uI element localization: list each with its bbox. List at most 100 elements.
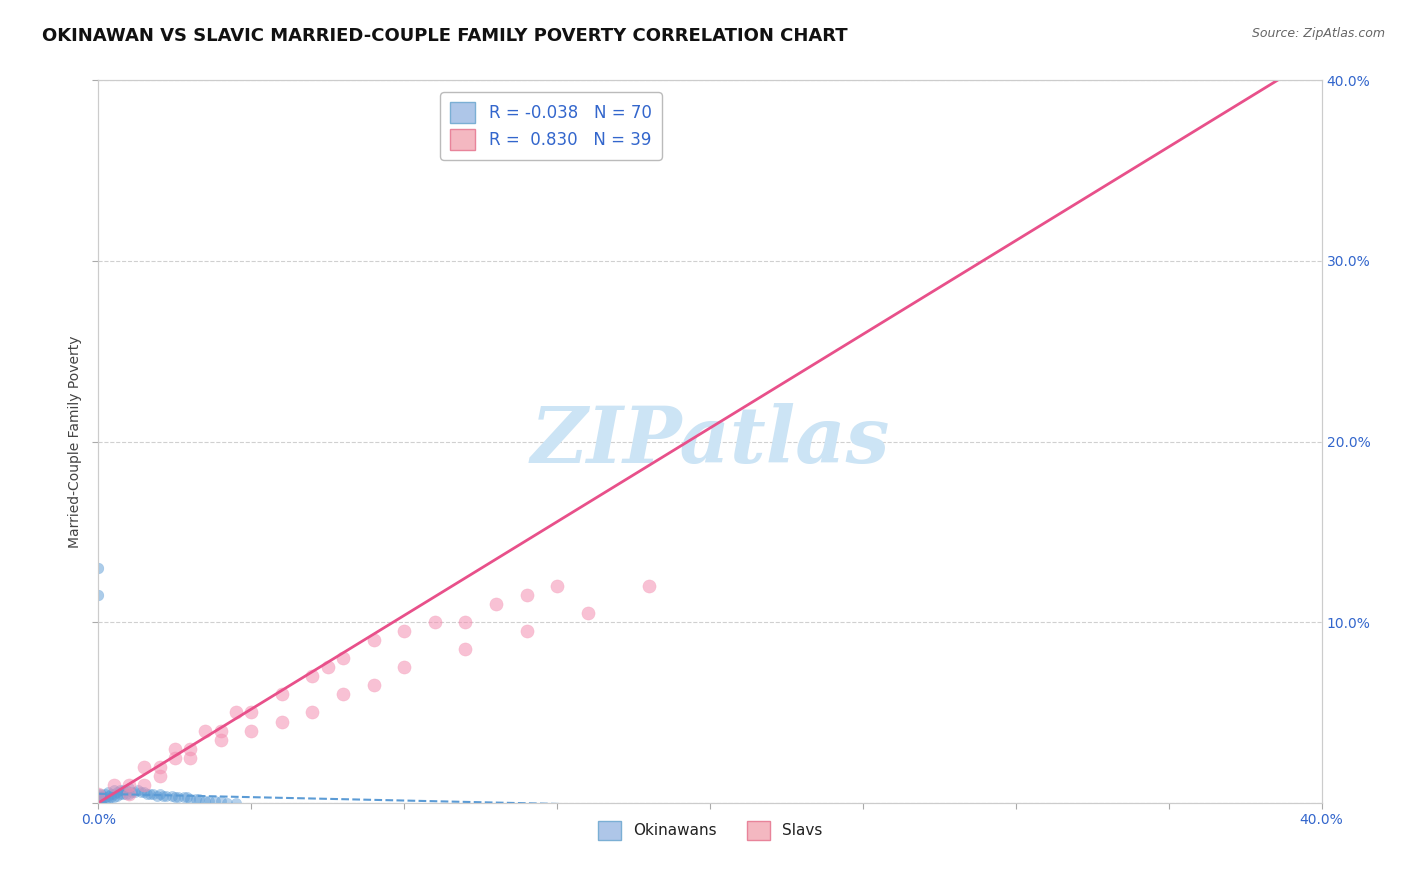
Point: [97, 785, 120, 799]
Point: [194, 723, 217, 738]
Point: [301, 706, 323, 720]
Point: [87, 796, 110, 810]
Point: [97, 792, 120, 806]
Point: [87, 588, 110, 602]
Point: [188, 792, 211, 806]
Point: [160, 789, 183, 803]
Point: [179, 792, 201, 806]
Point: [149, 787, 172, 801]
Point: [87, 790, 110, 805]
Point: [163, 741, 186, 756]
Point: [332, 687, 354, 701]
Point: [93, 796, 115, 810]
Point: [225, 796, 247, 810]
Point: [111, 783, 134, 797]
Point: [142, 787, 165, 801]
Point: [516, 588, 538, 602]
Point: [90, 790, 112, 805]
Point: [87, 796, 110, 810]
Point: [90, 796, 112, 810]
Legend: Okinawans, Slavs: Okinawans, Slavs: [592, 815, 828, 846]
Point: [108, 783, 131, 797]
Point: [129, 785, 152, 799]
Point: [105, 789, 128, 803]
Point: [103, 778, 125, 792]
Point: [87, 796, 110, 810]
Point: [215, 796, 238, 810]
Point: [173, 790, 195, 805]
Point: [134, 778, 156, 792]
Text: Source: ZipAtlas.com: Source: ZipAtlas.com: [1251, 27, 1385, 40]
Point: [87, 796, 110, 810]
Point: [209, 732, 232, 747]
Point: [546, 579, 568, 593]
Point: [209, 723, 232, 738]
Point: [134, 785, 156, 799]
Point: [87, 792, 110, 806]
Point: [118, 778, 141, 792]
Point: [115, 783, 138, 797]
Point: [87, 787, 110, 801]
Point: [118, 787, 141, 801]
Point: [111, 787, 134, 801]
Point: [87, 796, 110, 810]
Point: [103, 787, 125, 801]
Point: [87, 796, 110, 810]
Point: [87, 796, 110, 810]
Point: [103, 783, 125, 797]
Point: [124, 785, 146, 799]
Point: [93, 790, 115, 805]
Point: [127, 783, 149, 797]
Point: [301, 669, 323, 683]
Point: [134, 760, 156, 774]
Point: [115, 787, 138, 801]
Point: [225, 706, 247, 720]
Point: [87, 796, 110, 810]
Point: [149, 760, 172, 774]
Point: [209, 794, 232, 808]
Point: [87, 796, 110, 810]
Point: [270, 714, 292, 729]
Point: [1157, 46, 1180, 61]
Point: [118, 781, 141, 796]
Point: [363, 633, 385, 648]
Point: [516, 624, 538, 639]
Y-axis label: Married-Couple Family Poverty: Married-Couple Family Poverty: [69, 335, 83, 548]
Point: [87, 796, 110, 810]
Point: [454, 615, 477, 630]
Point: [100, 787, 122, 801]
Point: [240, 723, 263, 738]
Point: [90, 787, 112, 801]
Point: [87, 796, 110, 810]
Point: [155, 789, 177, 803]
Point: [149, 769, 172, 783]
Point: [637, 579, 661, 593]
Point: [576, 606, 599, 620]
Point: [87, 787, 110, 801]
Point: [332, 651, 354, 665]
Point: [87, 794, 110, 808]
Point: [240, 706, 263, 720]
Point: [100, 790, 122, 805]
Point: [163, 790, 186, 805]
Point: [139, 787, 162, 801]
Point: [392, 624, 416, 639]
Point: [90, 796, 112, 810]
Point: [179, 741, 201, 756]
Point: [87, 796, 110, 810]
Point: [485, 597, 508, 611]
Point: [121, 785, 143, 799]
Point: [316, 660, 339, 674]
Point: [93, 787, 115, 801]
Point: [97, 789, 120, 803]
Point: [87, 789, 110, 803]
Point: [197, 794, 219, 808]
Point: [392, 660, 416, 674]
Point: [103, 790, 125, 805]
Point: [204, 794, 226, 808]
Point: [90, 792, 112, 806]
Point: [176, 790, 198, 805]
Text: ZIPatlas: ZIPatlas: [530, 403, 890, 480]
Point: [105, 785, 128, 799]
Point: [145, 789, 167, 803]
